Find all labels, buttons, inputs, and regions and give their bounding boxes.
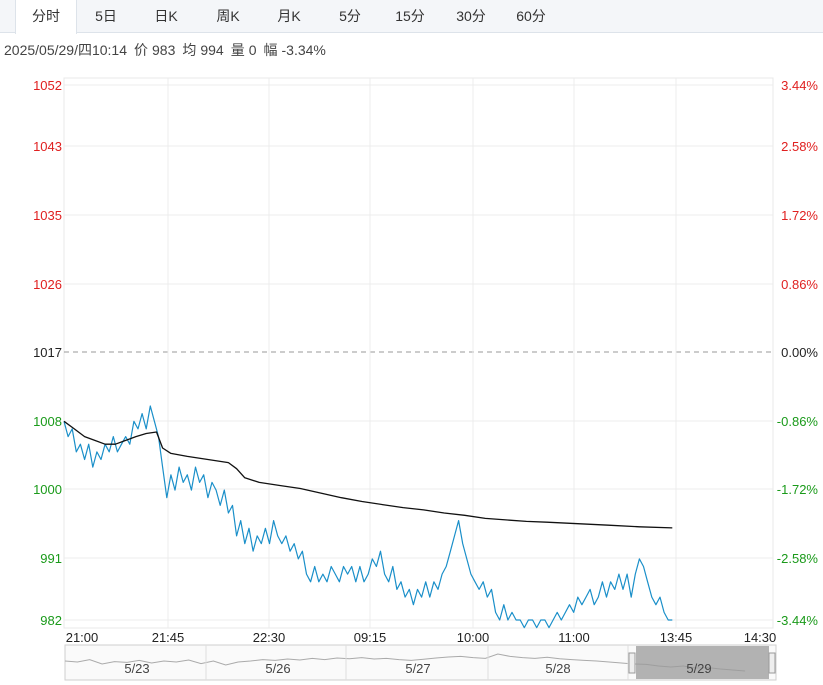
y-axis-left: 1052 1043 1035 1026 1017 1008 1000 991 982: [33, 78, 62, 628]
tab-15min[interactable]: 15分: [395, 8, 425, 24]
plot-area: [63, 77, 774, 629]
y-pct-label: -2.58%: [777, 551, 819, 566]
y-tick-label: 1035: [33, 208, 62, 223]
chart-grid: [63, 77, 774, 629]
tab-daily-k[interactable]: 日K: [154, 8, 178, 24]
navigator-date-label: 5/27: [405, 661, 430, 676]
x-tick-label: 21:00: [66, 630, 99, 645]
navigator-date-label: 5/26: [265, 661, 290, 676]
y-tick-label: 1026: [33, 277, 62, 292]
y-pct-label: -1.72%: [777, 482, 819, 497]
y-tick-label: 982: [40, 613, 62, 628]
y-pct-label: 1.72%: [781, 208, 818, 223]
change-label: 幅: [263, 42, 278, 58]
tab-intraday[interactable]: 分时: [15, 0, 77, 34]
average-price-line: [63, 420, 673, 529]
navigator-date-label: 5/29: [686, 661, 711, 676]
y-tick-label: 1008: [33, 414, 62, 429]
y-tick-label: 1000: [33, 482, 62, 497]
avg-value: 994: [200, 42, 224, 58]
tab-5min[interactable]: 5分: [339, 8, 361, 24]
x-tick-label: 14:30: [744, 630, 777, 645]
period-tabs: 分时 5日 日K 周K 月K 5分 15分 30分 60分: [0, 0, 823, 34]
price-value: 983: [152, 42, 176, 58]
x-tick-label: 13:45: [660, 630, 693, 645]
price-line: [63, 405, 673, 629]
navigator-selection: [636, 646, 769, 679]
y-pct-label: 3.44%: [781, 78, 818, 93]
tab-weekly-k[interactable]: 周K: [216, 8, 240, 24]
y-pct-label: 0.00%: [781, 345, 818, 360]
avg-label: 均: [182, 42, 197, 58]
volume-value: 0: [248, 42, 257, 58]
y-pct-label: 2.58%: [781, 139, 818, 154]
tab-60min[interactable]: 60分: [516, 8, 546, 24]
price-label: 价: [134, 42, 148, 58]
navigator-date-label: 5/28: [545, 661, 570, 676]
navigator-handle-right: [768, 652, 776, 674]
y-axis-right: 3.44% 2.58% 1.72% 0.86% 0.00% -0.86% -1.72% -2.…: [777, 78, 819, 628]
y-pct-label: -3.44%: [777, 613, 819, 628]
change-value: -3.34%: [281, 42, 326, 58]
x-tick-label: 11:00: [558, 630, 590, 645]
y-pct-label: 0.86%: [781, 277, 818, 292]
y-tick-label: 1017: [33, 345, 62, 360]
x-tick-label: 21:45: [152, 630, 185, 645]
chart-series: [63, 405, 673, 629]
tab-30min[interactable]: 30分: [456, 8, 486, 24]
quote-info-bar: 2025/05/29/四10:14 价 983 均 994 量 0 幅 -3.34%: [4, 40, 333, 60]
y-tick-label: 1043: [33, 139, 62, 154]
x-tick-label: 10:00: [457, 630, 490, 645]
tab-monthly-k[interactable]: 月K: [277, 8, 301, 24]
x-tick-label: 09:15: [354, 630, 387, 645]
volume-label: 量: [230, 42, 245, 58]
quote-datetime: 2025/05/29/四10:14: [4, 42, 127, 58]
tab-5day[interactable]: 5日: [95, 8, 117, 24]
y-tick-label: 1052: [33, 78, 62, 93]
y-pct-label: -0.86%: [777, 414, 819, 429]
x-tick-label: 22:30: [253, 630, 286, 645]
x-axis: 21:00 21:45 22:30 09:15 10:00 11:00 13:45 14:30: [66, 630, 777, 645]
range-navigator[interactable]: 5/23 5/26 5/27 5/28 5/29: [64, 644, 777, 681]
navigator-date-label: 5/23: [124, 661, 149, 676]
y-tick-label: 991: [40, 551, 62, 566]
navigator-handle-left: [628, 652, 636, 674]
